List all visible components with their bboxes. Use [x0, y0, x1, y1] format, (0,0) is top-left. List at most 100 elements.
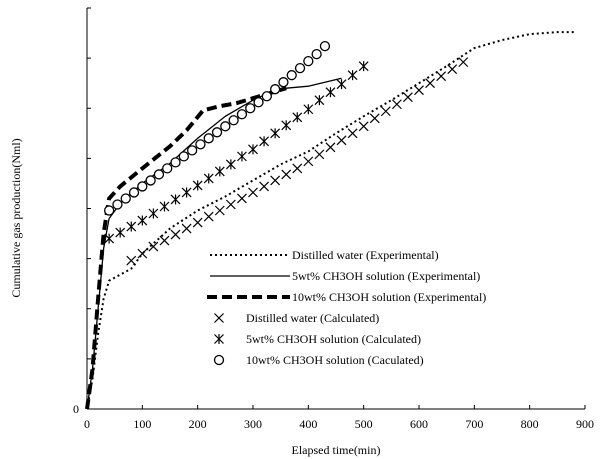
data-point-circle: [162, 163, 173, 174]
y-ticks: 0: [73, 7, 91, 416]
x-tick-label: 600: [410, 417, 428, 431]
legend-label: Distilled water (Calculated): [246, 311, 379, 325]
data-point-star: [192, 180, 203, 191]
legend-item: 5wt% CH3OH solution (Experimental): [210, 269, 480, 283]
legend-label: 10wt% CH3OH solution (Experimental): [292, 290, 486, 304]
data-point-circle: [137, 181, 148, 192]
data-point-x: [292, 163, 303, 174]
plot-area: 0 100 200 300 400 500 600 700 800 900 0 Distilled…: [73, 7, 594, 431]
series-line: [85, 86, 287, 410]
data-point-circle: [186, 145, 198, 156]
data-point-star: [303, 104, 314, 115]
data-point-x: [148, 241, 159, 252]
y-axis-title: Cumulative gas production(Nml): [9, 138, 23, 297]
data-point-star: [181, 187, 192, 198]
data-point-star: [259, 136, 269, 147]
data-point-x: [192, 217, 203, 228]
data-point-x: [314, 149, 325, 160]
x-tick-label: 400: [299, 417, 317, 431]
data-point-star: [314, 95, 325, 106]
data-point-star: [292, 112, 303, 123]
data-point-star: [214, 166, 225, 177]
legend-label: 5wt% CH3OH solution (Experimental): [292, 269, 480, 283]
series-4: [126, 57, 469, 266]
data-point-x: [336, 135, 347, 146]
x-axis-title: Elapsed time(min): [292, 443, 381, 457]
data-point-star: [347, 70, 358, 81]
data-point-x: [325, 142, 336, 153]
data-point-x: [347, 128, 358, 139]
legend-label: Distilled water (Experimental): [292, 248, 439, 262]
x-tick-label: 300: [244, 417, 262, 431]
data-point-circle: [203, 133, 214, 144]
data-point-x: [248, 187, 258, 198]
data-point-x: [181, 223, 192, 234]
data-point-x: [458, 57, 469, 68]
data-point-x: [403, 92, 413, 103]
data-point-circle: [269, 84, 281, 95]
series-1: [86, 31, 574, 410]
data-point-x: [214, 205, 225, 216]
data-point-circle: [303, 55, 314, 67]
data-point-star: [281, 120, 292, 131]
data-point-star: [159, 201, 170, 212]
data-point-x: [203, 211, 214, 222]
data-point-circle: [170, 157, 181, 168]
data-point-x: [259, 181, 269, 192]
data-point-star: [214, 334, 224, 344]
series-line: [86, 31, 574, 410]
data-point-circle: [294, 63, 306, 74]
data-point-x: [414, 85, 424, 96]
data-point-star: [237, 151, 247, 162]
data-point-star: [104, 233, 115, 244]
data-point-circle: [153, 169, 165, 180]
data-point-star: [270, 128, 281, 139]
data-point-x: [369, 113, 380, 124]
legend-item: 10wt% CH3OH solution (Caculated): [213, 353, 424, 367]
data-point-x: [225, 199, 236, 210]
data-point-x: [358, 121, 369, 132]
data-point-circle: [213, 354, 225, 366]
data-point-circle: [103, 205, 115, 216]
legend-item: Distilled water (Experimental): [210, 248, 439, 262]
data-point-circle: [253, 97, 264, 108]
x-tick-label: 800: [521, 417, 539, 431]
x-tick-label: 700: [465, 417, 483, 431]
data-point-x: [447, 64, 458, 75]
data-point-x: [214, 313, 224, 323]
data-point-star: [358, 61, 369, 72]
legend-item: 10wt% CH3OH solution (Experimental): [207, 290, 486, 304]
data-point-star: [225, 159, 236, 170]
data-point-circle: [311, 48, 322, 60]
data-point-star: [203, 173, 214, 184]
x-tick-label: 500: [355, 417, 373, 431]
legend: Distilled water (Experimental) 5wt% CH3OH…: [207, 248, 486, 367]
series-6: [103, 40, 331, 216]
data-point-x: [303, 156, 314, 167]
data-point-circle: [236, 109, 248, 120]
x-ticks: 0 100 200 300 400 500 600 700 800 900: [84, 405, 594, 431]
data-point-circle: [220, 121, 231, 132]
data-point-star: [325, 87, 336, 98]
data-point-x: [380, 106, 391, 117]
x-tick-label: 100: [133, 417, 151, 431]
legend-label: 10wt% CH3OH solution (Caculated): [246, 353, 424, 367]
data-point-x: [391, 99, 402, 110]
data-point-x: [126, 255, 137, 266]
data-point-star: [126, 221, 137, 232]
data-point-circle: [211, 127, 223, 138]
y-tick-label: 0: [73, 402, 79, 416]
data-point-circle: [112, 199, 123, 210]
data-point-circle: [319, 40, 331, 52]
x-tick-label: 900: [576, 417, 594, 431]
series-3: [85, 86, 287, 410]
data-point-circle: [178, 151, 189, 162]
data-point-x: [170, 229, 181, 240]
data-point-circle: [195, 139, 206, 150]
x-tick-label: 200: [189, 417, 207, 431]
data-point-circle: [245, 103, 256, 114]
data-point-star: [336, 79, 347, 90]
data-point-circle: [145, 175, 156, 186]
data-point-x: [270, 175, 281, 186]
